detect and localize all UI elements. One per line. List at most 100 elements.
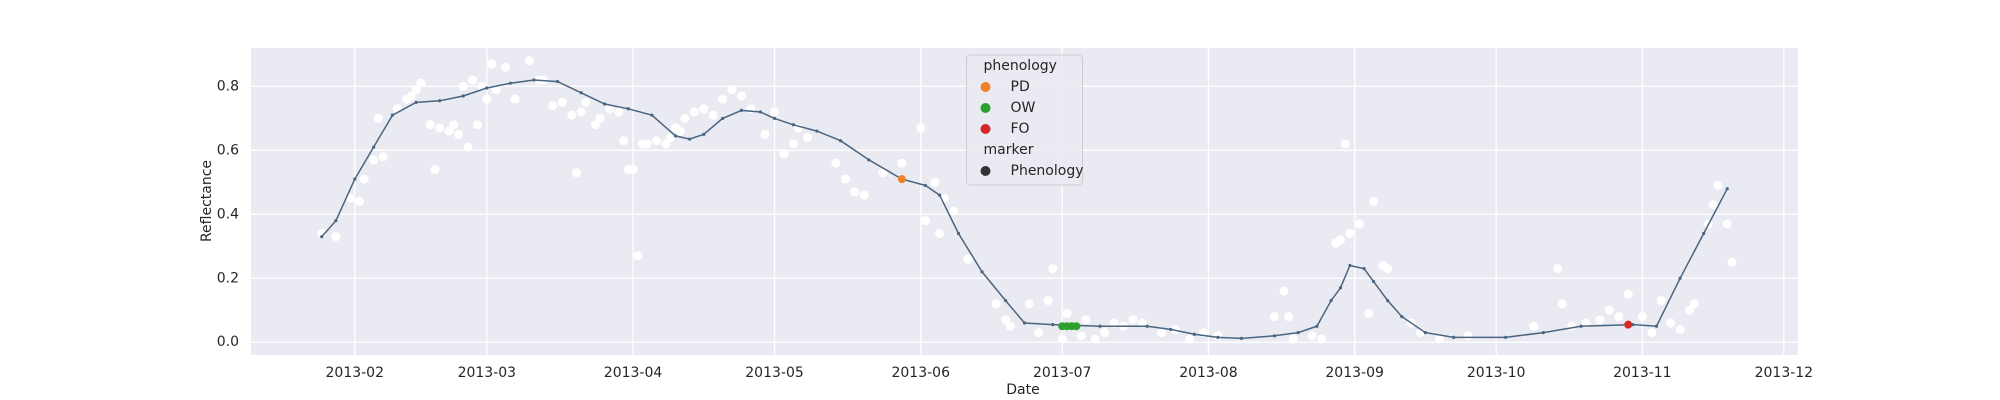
raw-point [1109,318,1119,328]
raw-point [1307,331,1317,341]
line-point [1051,323,1055,327]
raw-point [1689,299,1699,309]
raw-point [1269,312,1279,322]
line-point [1338,286,1343,290]
line-point [1348,263,1352,268]
legend-label: Phenology [1011,163,1084,179]
raw-point [991,299,1001,309]
x-tick-label: 2013-09 [1325,365,1384,381]
raw-point [878,168,888,178]
line-point [390,113,395,117]
legend-marker [980,82,991,92]
x-tick-label: 2013-03 [458,365,517,381]
legend-marker [980,166,991,176]
line-point [867,158,871,162]
line-point [320,235,324,239]
line-point [508,81,513,85]
raw-point [1708,200,1718,210]
raw-point [1722,219,1732,229]
line-point [1272,334,1277,338]
raw-point [1024,299,1034,309]
line-point [758,110,762,114]
line-point [923,183,928,188]
line-point [1702,231,1706,236]
raw-point [963,254,973,264]
raw-point [501,62,511,72]
raw-point [675,126,685,136]
raw-point [1081,315,1091,325]
legend-subtitle: marker [984,142,1034,158]
raw-point [1656,296,1666,306]
raw-point [406,91,416,101]
raw-point [435,123,445,133]
raw-point [454,129,464,139]
line-point [1098,324,1102,328]
raw-point [1364,308,1374,318]
raw-point [930,177,940,187]
raw-point [576,107,586,117]
raw-point [850,187,860,197]
x-tick-label: 2013-10 [1467,365,1526,381]
raw-point [557,97,567,107]
y-tick-label: 0.6 [217,142,239,158]
raw-point [1090,334,1100,344]
raw-point [1128,315,1138,325]
x-tick-label: 2013-07 [1033,365,1092,381]
line-point [1503,335,1508,340]
raw-point [1637,312,1647,322]
raw-point [1279,286,1289,296]
raw-point [595,113,605,123]
raw-point [1595,315,1605,325]
phenology-point [1624,320,1633,329]
legend-marker [980,124,991,134]
line-point [838,139,843,143]
line-point [1315,324,1319,328]
raw-point [1062,308,1072,318]
raw-point [718,94,728,104]
raw-point [425,120,435,130]
legend-label: FO [1011,121,1030,137]
legend-box [966,54,1083,186]
raw-point [1170,324,1180,334]
x-tick-label: 2013-02 [326,365,385,381]
line-point [603,102,607,106]
raw-point [590,120,600,130]
raw-point [680,113,690,123]
line-point [1371,279,1376,284]
legend-label: OW [1011,100,1036,116]
line-point [772,116,777,120]
raw-point [524,56,534,66]
raw-point [614,107,624,117]
raw-point [652,136,662,146]
raw-point [449,120,459,130]
raw-point [468,75,478,85]
raw-point [1288,334,1298,344]
line-point [956,231,961,236]
raw-point [1005,321,1015,331]
line-point [372,145,376,149]
raw-point [1675,324,1685,334]
raw-point [444,126,454,136]
raw-point [482,94,492,104]
line-point [1423,331,1427,335]
line-point [1169,327,1173,332]
raw-point [1156,328,1166,338]
raw-point [897,158,907,168]
line-point [1579,324,1583,328]
raw-point [1336,235,1346,245]
raw-point [840,174,850,184]
raw-point [831,158,841,168]
line-point [702,132,706,136]
raw-point [1057,334,1067,344]
line-point [650,113,654,117]
raw-point [689,107,699,117]
raw-point [491,85,501,95]
line-point [1022,321,1027,325]
y-tick-label: 0.0 [217,334,239,350]
x-tick-label: 2013-06 [891,365,950,381]
raw-point [760,129,770,139]
raw-point [1567,321,1577,331]
x-tick-label: 2013-05 [745,365,804,381]
raw-point [661,139,671,149]
raw-point [1604,305,1614,315]
